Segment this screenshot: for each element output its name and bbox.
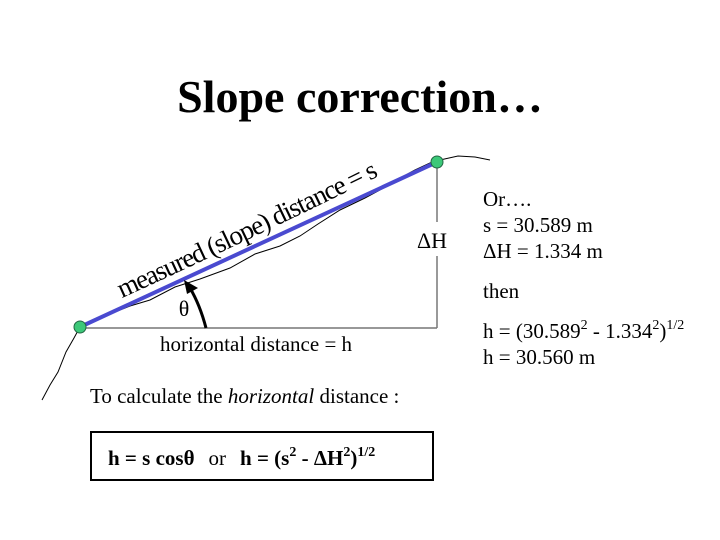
slope-label: measured (slope) distance = s bbox=[112, 154, 382, 303]
formula-box bbox=[90, 431, 434, 481]
text: Or…. bbox=[483, 187, 531, 211]
text: - 1.334 bbox=[588, 319, 653, 343]
arrowhead bbox=[184, 280, 198, 294]
superscript: 2 bbox=[652, 318, 659, 333]
text: ΔH = 1.334 m bbox=[483, 239, 603, 263]
superscript: 2 bbox=[343, 445, 350, 460]
text: h = (30.5892 - 1.3342)1/2 bbox=[483, 318, 684, 343]
text: ) bbox=[659, 319, 666, 343]
instruction: To calculate the horizontal distance : bbox=[90, 384, 399, 408]
text: ΔH bbox=[314, 446, 344, 470]
example: Or…. s = 30.589 m ΔH = 1.334 m then h = … bbox=[483, 187, 684, 369]
text: θ bbox=[184, 446, 195, 470]
delta-h-label: ΔH bbox=[417, 228, 447, 253]
text: distance : bbox=[314, 384, 399, 408]
superscript: 2 bbox=[289, 445, 296, 460]
endpoint bbox=[73, 320, 87, 334]
text: then bbox=[483, 279, 520, 303]
superscript: 1/2 bbox=[666, 318, 684, 333]
text: - bbox=[296, 446, 314, 470]
theta-label: θ bbox=[179, 296, 190, 321]
endpoint bbox=[430, 155, 444, 169]
superscript: 2 bbox=[581, 318, 588, 333]
text: s = 30.589 m bbox=[483, 213, 593, 237]
text: h = 30.560 m bbox=[483, 345, 595, 369]
text: h = (30.589 bbox=[483, 319, 581, 343]
text: To calculate the bbox=[90, 384, 228, 408]
title: Slope correction… bbox=[177, 71, 543, 122]
text: or bbox=[209, 446, 227, 470]
formula: h = s cosθ or h = (s2 - ΔH2)1/2 bbox=[108, 445, 375, 470]
terrain bbox=[41, 155, 491, 401]
horizontal-label: horizontal distance = h bbox=[160, 332, 353, 356]
text: h = s cos bbox=[108, 446, 184, 470]
text: h = (s bbox=[240, 446, 289, 470]
superscript: 1/2 bbox=[357, 445, 375, 460]
angle-arc bbox=[188, 287, 208, 329]
slope-label-path: measured (slope) distance = s bbox=[112, 154, 382, 303]
text: horizontal bbox=[228, 384, 315, 408]
slope-line bbox=[79, 160, 438, 329]
text: ) bbox=[350, 446, 357, 470]
